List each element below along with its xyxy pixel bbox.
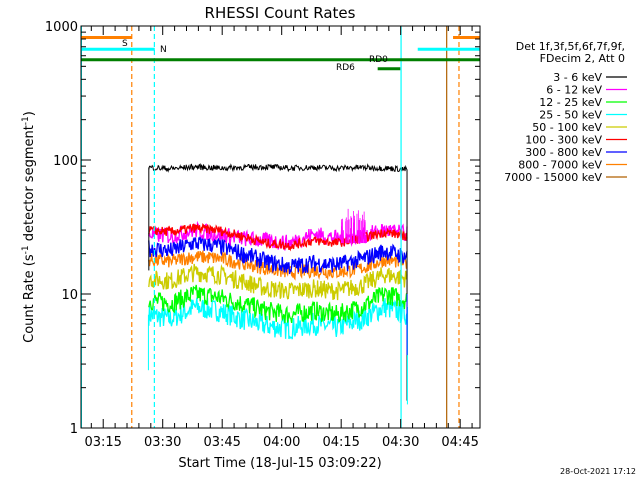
legend-entry-label: 12 - 25 keV xyxy=(539,96,602,109)
y-axis-label-prefix: Count Rate (s xyxy=(22,254,37,343)
x-tick-label: 03:15 xyxy=(84,435,121,450)
series-line-25-50-kev xyxy=(148,297,408,340)
x-tick-label: 04:30 xyxy=(382,435,419,450)
y-tick-label: 10 xyxy=(61,288,78,303)
flag-label-rd6: RD6 xyxy=(336,63,355,73)
legend-entry-label: 6 - 12 keV xyxy=(546,84,602,97)
series-line-12-25-kev xyxy=(148,284,408,324)
y-axis-label-middle: detector segment xyxy=(22,125,37,245)
legend-header-line: FDecim 2, Att 0 xyxy=(540,52,625,65)
legend-entry-label: 3 - 6 keV xyxy=(553,71,602,84)
series-line-800-7000-kev xyxy=(148,250,408,281)
axis-layer: S N RD0 RD6 03:15 03:30 03:45 04:00 04:15 04:30 04… xyxy=(45,20,480,450)
plot-frame xyxy=(80,25,481,429)
legend-entry-label: 7000 - 15000 keV xyxy=(504,171,602,184)
timestamp: 28-Oct-2021 17:12 xyxy=(560,467,636,476)
legend-entry-label: 100 - 300 keV xyxy=(525,134,602,147)
chart-title: RHESSI Count Rates xyxy=(205,4,356,22)
y-tick-label: 100 xyxy=(53,154,78,169)
series-line-50-100-kev xyxy=(148,263,408,301)
x-tick-label: 03:45 xyxy=(203,435,240,450)
flag-label-rd0: RD0 xyxy=(369,55,388,65)
y-tick-label: 1 xyxy=(70,422,78,437)
x-axis-label: Start Time (18-Jul-15 03:09:22) xyxy=(178,456,381,471)
flag-label-s: S xyxy=(122,39,128,49)
legend-entry-label: 300 - 800 keV xyxy=(525,146,602,159)
y-axis-label: Count Rate (s-1 detector segment-1) xyxy=(21,111,37,343)
y-axis-label-suffix: ) xyxy=(22,111,37,116)
legend-entry-label: 25 - 50 keV xyxy=(539,109,602,122)
legend: Det 1f,3f,5f,6f,7f,9f,FDecim 2, Att 0 3 -… xyxy=(504,40,627,184)
legend-header-line: Det 1f,3f,5f,6f,7f,9f, xyxy=(516,40,625,53)
flag-label-n: N xyxy=(160,45,167,55)
y-tick-label: 1000 xyxy=(45,20,78,35)
series-line-300-800-kev xyxy=(148,236,408,275)
y-axis-label-sup: -1 xyxy=(21,245,31,254)
series-line-3-6-kev xyxy=(148,163,408,173)
x-tick-label: 04:00 xyxy=(263,435,300,450)
legend-entry-label: 800 - 7000 keV xyxy=(518,159,602,172)
x-tick-label: 04:45 xyxy=(441,435,478,450)
y-axis-label-sup-2: -1 xyxy=(21,116,31,125)
x-tick-label: 04:15 xyxy=(322,435,359,450)
legend-entry-label: 50 - 100 keV xyxy=(532,121,602,134)
x-tick-label: 03:30 xyxy=(144,435,181,450)
